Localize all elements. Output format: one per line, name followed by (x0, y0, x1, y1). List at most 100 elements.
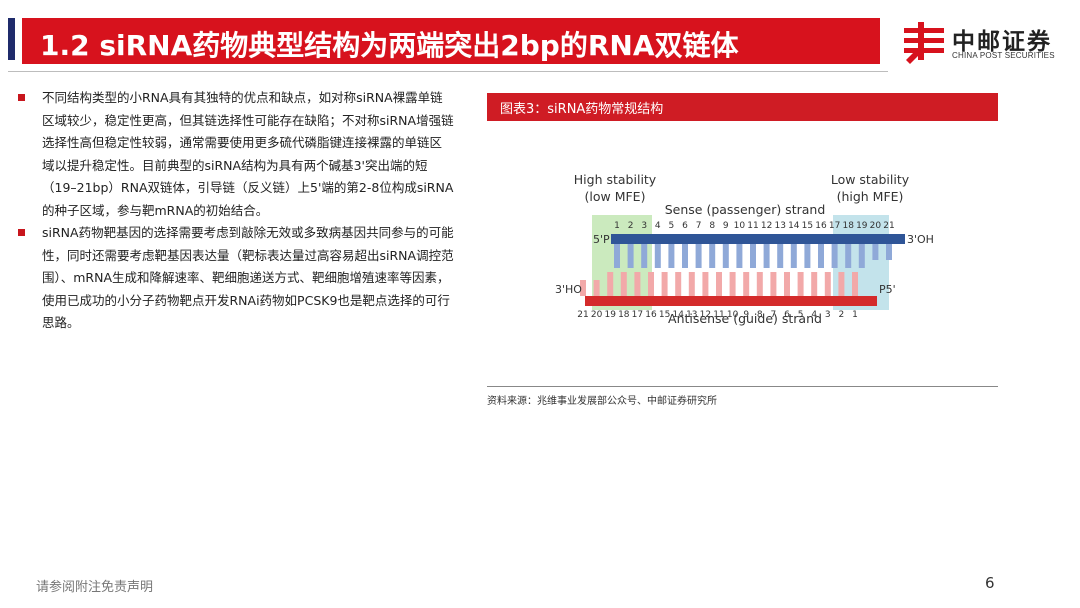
sense-nucleotide-tick (722, 244, 729, 268)
antisense-position-number: 14 (672, 310, 684, 320)
sense-nucleotide-tick (790, 244, 797, 268)
high-stability-label: High stability (574, 172, 657, 187)
bullet-list: 不同结构类型的小RNA具有其独特的优点和缺点，如对称siRNA裸露单链区域较少，… (14, 87, 454, 335)
page-number: 6 (985, 574, 995, 592)
sense-position-number: 6 (682, 221, 688, 231)
disclaimer-footer: 请参阅附注免责声明 (36, 580, 154, 595)
sense-5p-label: 5'P (593, 233, 610, 246)
antisense-nucleotide-tick (607, 272, 614, 296)
antisense-nucleotide-tick (797, 272, 804, 296)
logo-chinese-text: 中邮证券 (952, 29, 1052, 55)
antisense-nucleotide-tick (852, 272, 858, 296)
antisense-position-number: 7 (771, 310, 777, 320)
sense-nucleotide-tick (627, 244, 634, 268)
antisense-nucleotide-tick (729, 272, 736, 296)
sense-position-number: 4 (655, 221, 661, 231)
sense-position-number: 20 (870, 221, 882, 231)
sense-position-number: 7 (696, 221, 702, 231)
sense-nucleotide-tick (709, 244, 716, 268)
low-stability-label: Low stability (831, 172, 910, 187)
sense-position-number: 3 (641, 221, 647, 231)
antisense-position-number: 6 (784, 310, 790, 320)
bullet-text: 不同结构类型的小RNA具有其独特的优点和缺点，如对称siRNA裸露单链区域较少，… (42, 90, 454, 218)
antisense-position-number: 9 (743, 310, 749, 320)
antisense-position-number: 8 (757, 310, 763, 320)
bullet-square-icon (18, 94, 25, 101)
sense-position-number: 21 (883, 221, 894, 231)
bullet-item: 不同结构类型的小RNA具有其独特的优点和缺点，如对称siRNA裸露单链区域较少，… (14, 87, 454, 222)
figure-title: 图表3：siRNA药物常规结构 (500, 102, 664, 117)
antisense-nucleotide-tick (743, 272, 750, 296)
sense-position-number: 19 (856, 221, 868, 231)
antisense-strand-label: Antisense (guide) strand (668, 311, 822, 326)
antisense-position-number: 21 (577, 310, 588, 320)
page-title: 1.2 siRNA药物典型结构为两端突出2bp的RNA双链体 (40, 29, 739, 62)
sense-nucleotide-tick (818, 244, 824, 268)
sense-nucleotide-tick (614, 244, 620, 268)
bullet-text: siRNA药物靶基因的选择需要考虑到敲除无效或多致病基因共同参与的可能性，同时还… (42, 225, 454, 330)
sense-nucleotide-tick (845, 244, 852, 268)
sense-nucleotide-tick (763, 244, 770, 268)
antisense-position-number: 1 (852, 310, 858, 320)
antisense-nucleotide-tick (661, 272, 668, 296)
sense-nucleotide-tick (668, 244, 675, 268)
sense-strand-label: Sense (passenger) strand (665, 202, 826, 217)
antisense-position-number: 19 (604, 310, 616, 320)
sense-position-number: 13 (774, 221, 785, 231)
sense-nucleotide-tick (872, 244, 879, 260)
antisense-position-number: 2 (839, 310, 845, 320)
bullet-item: siRNA药物靶基因的选择需要考虑到敲除无效或多致病基因共同参与的可能性，同时还… (14, 222, 454, 335)
antisense-nucleotide-tick (620, 272, 627, 296)
sirna-structure-diagram: High stability (low MFE) Low stability (… (555, 172, 934, 326)
sense-strand-bar (611, 234, 905, 244)
antisense-position-number: 4 (811, 310, 817, 320)
sense-nucleotide-tick (695, 244, 702, 268)
antisense-nucleotide-tick (811, 272, 818, 296)
antisense-position-number: 13 (686, 310, 697, 320)
antisense-nucleotide-tick (784, 272, 790, 296)
sense-position-number: 9 (723, 221, 729, 231)
sense-nucleotide-tick (804, 244, 811, 268)
antisense-position-number: 17 (632, 310, 643, 320)
antisense-position-number: 12 (700, 310, 711, 320)
source-divider (487, 386, 998, 387)
antisense-position-number: 18 (618, 310, 630, 320)
title-accent-bar (8, 18, 15, 60)
sense-position-number: 2 (628, 221, 634, 231)
sense-position-number: 15 (802, 221, 813, 231)
antisense-nucleotide-tick (716, 272, 722, 296)
bullet-square-icon (18, 229, 25, 236)
antisense-nucleotide-tick (756, 272, 763, 296)
antisense-3p-label: 3'HO (555, 283, 582, 296)
sense-position-number: 18 (842, 221, 854, 231)
antisense-nucleotide-tick (593, 280, 600, 296)
sense-nucleotide-tick (641, 244, 648, 268)
sense-position-number: 14 (788, 221, 800, 231)
sense-nucleotide-tick (654, 244, 661, 268)
sense-nucleotide-tick (682, 244, 688, 268)
sense-3p-label: 3'OH (907, 233, 934, 246)
antisense-position-number: 11 (713, 310, 724, 320)
sense-position-number: 8 (709, 221, 715, 231)
antisense-nucleotide-tick (688, 272, 695, 296)
high-stability-sublabel: (low MFE) (585, 189, 646, 204)
low-stability-sublabel: (high MFE) (837, 189, 904, 204)
sense-position-number: 17 (829, 221, 840, 231)
antisense-nucleotide-tick (702, 272, 709, 296)
antisense-strand-bar (585, 296, 877, 306)
antisense-position-number: 20 (591, 310, 603, 320)
sense-position-number: 12 (761, 221, 772, 231)
title-divider (8, 71, 888, 72)
sense-nucleotide-tick (858, 244, 865, 268)
sense-nucleotide-tick (831, 244, 838, 268)
antisense-5p-label: P5' (879, 283, 896, 296)
antisense-position-number: 15 (659, 310, 670, 320)
antisense-nucleotide-tick (675, 272, 682, 296)
source-note: 资料来源：兆维事业发展部公众号、中邮证券研究所 (487, 396, 717, 407)
antisense-position-number: 5 (798, 310, 804, 320)
antisense-nucleotide-tick (824, 272, 831, 296)
logo-english-text: CHINA POST SECURITIES (952, 51, 1055, 60)
sense-position-number: 1 (614, 221, 620, 231)
sense-position-number: 16 (815, 221, 827, 231)
antisense-nucleotide-tick (838, 272, 845, 296)
